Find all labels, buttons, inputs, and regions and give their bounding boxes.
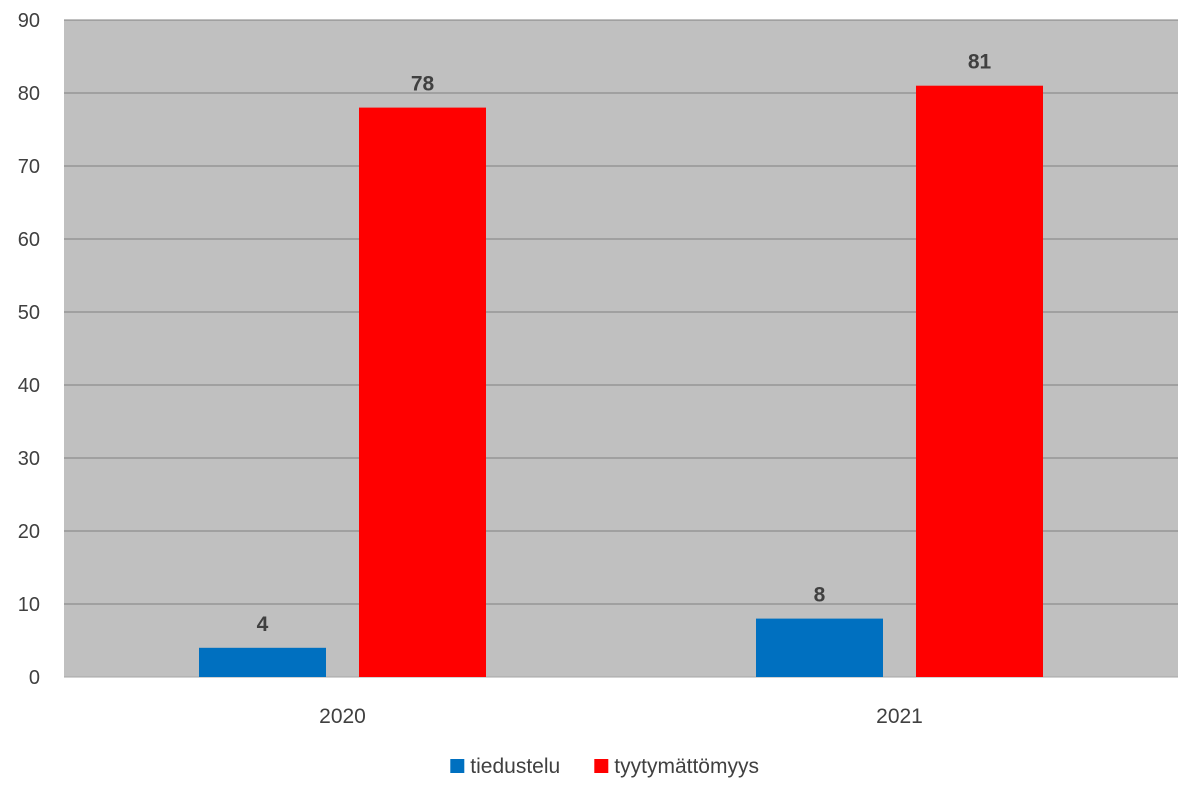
legend-label-tyytymättömyys: tyytymättömyys [614,755,759,778]
bar-tyytymättömyys-2021 [916,85,1043,677]
y-tick-label-90: 90 [18,10,40,32]
y-tick-label-60: 60 [18,229,40,251]
y-tick-label-70: 70 [18,156,40,178]
y-tick-label-30: 30 [18,448,40,470]
y-tick-label-20: 20 [18,521,40,543]
legend-swatch-tiedustelu [450,759,465,773]
y-tick-label-0: 0 [29,667,40,689]
data-label-tiedustelu-2020: 4 [257,613,269,636]
y-tick-label-10: 10 [18,594,40,616]
x-tick-label-2020: 2020 [319,705,366,728]
y-tick-label-40: 40 [18,375,40,397]
bar-tiedustelu-2020 [199,647,326,677]
y-tick-label-80: 80 [18,83,40,105]
bar-tiedustelu-2021 [756,618,883,677]
y-tick-label-50: 50 [18,302,40,324]
data-label-tyytymättömyys-2021: 81 [968,51,992,74]
legend-label-tiedustelu: tiedustelu [470,755,560,778]
legend-swatch-tyytymättömyys [594,759,609,773]
x-tick-label-2021: 2021 [876,705,923,728]
data-label-tiedustelu-2021: 8 [814,584,826,607]
data-label-tyytymättömyys-2020: 78 [411,73,435,96]
bar-tyytymättömyys-2020 [359,107,486,678]
